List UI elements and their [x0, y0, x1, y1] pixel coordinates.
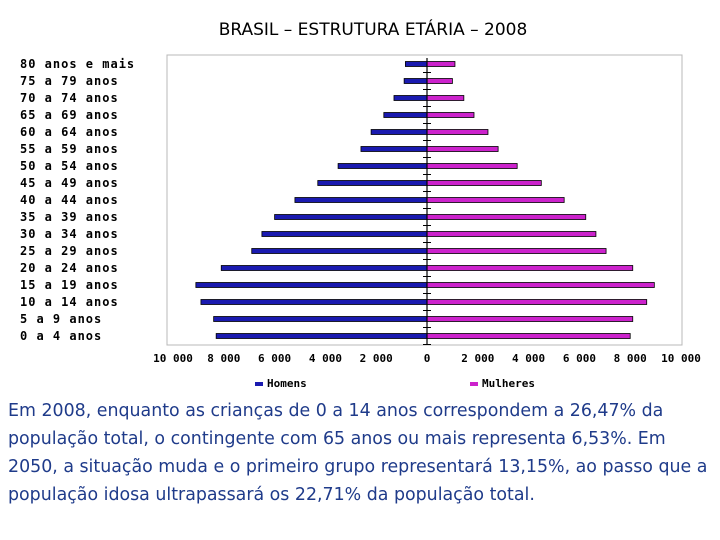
- bar-mulheres: [426, 265, 634, 271]
- y-tick-label: 25 a 29 anos: [20, 244, 119, 258]
- y-tick-label: 5 a 9 anos: [20, 312, 102, 326]
- bar-mulheres: [426, 333, 631, 339]
- x-tick-label: 2 000: [461, 352, 494, 365]
- bar-mulheres: [426, 112, 475, 118]
- bar-homens: [251, 248, 428, 254]
- y-tick-label: 35 a 39 anos: [20, 210, 119, 224]
- bar-mulheres: [426, 282, 655, 288]
- bar-homens: [403, 78, 428, 84]
- y-tick-label: 65 a 69 anos: [20, 108, 119, 122]
- x-tick-label: 6 000: [258, 352, 291, 365]
- bar-mulheres: [426, 214, 587, 220]
- y-tick-label: 75 a 79 anos: [20, 74, 119, 88]
- legend-label-homens: Homens: [267, 377, 307, 390]
- y-tick-label: 15 a 19 anos: [20, 278, 119, 292]
- y-tick-label: 55 a 59 anos: [20, 142, 119, 156]
- bar-homens: [360, 146, 428, 152]
- bar-homens: [195, 282, 428, 288]
- bar-homens: [220, 265, 428, 271]
- bar-homens: [393, 95, 428, 101]
- bar-homens: [261, 231, 428, 237]
- bar-mulheres: [426, 231, 597, 237]
- x-tick-label: 8 000: [207, 352, 240, 365]
- bar-homens: [215, 333, 428, 339]
- x-tick-label: 6 000: [563, 352, 596, 365]
- y-tick-label: 80 anos e mais: [20, 57, 135, 71]
- bar-homens: [405, 61, 428, 67]
- bar-homens: [213, 316, 428, 322]
- y-tick-label: 30 a 34 anos: [20, 227, 119, 241]
- y-tick-label: 45 a 49 anos: [20, 176, 119, 190]
- slide-title: BRASIL – ESTRUTURA ETÁRIA – 2008: [218, 20, 528, 40]
- bar-homens: [317, 180, 428, 186]
- bar-mulheres: [426, 197, 565, 203]
- bar-mulheres: [426, 180, 542, 186]
- legend-swatch-mulheres: [470, 382, 478, 386]
- bar-homens: [200, 299, 428, 305]
- population-pyramid-chart: 80 anos e mais 75 a 79 anos 70 a 74 anos 65…: [20, 54, 701, 390]
- bar-homens: [294, 197, 428, 203]
- y-tick-label: 70 a 74 anos: [20, 91, 119, 105]
- bar-mulheres: [426, 61, 456, 67]
- y-tick-label: 0 a 4 anos: [20, 329, 102, 343]
- y-tick-label: 10 a 14 anos: [20, 295, 119, 309]
- x-tick-label: 4 000: [309, 352, 342, 365]
- bar-mulheres: [426, 95, 465, 101]
- bar-mulheres: [426, 299, 648, 305]
- bar-mulheres: [426, 163, 518, 169]
- bar-homens: [370, 129, 428, 135]
- x-tick-label: 0: [424, 352, 431, 365]
- legend-swatch-homens: [255, 382, 263, 386]
- bar-mulheres: [426, 129, 489, 135]
- y-tick-label: 50 a 54 anos: [20, 159, 119, 173]
- y-tick-label: 20 a 24 anos: [20, 261, 119, 275]
- x-tick-label: 10 000: [153, 352, 193, 365]
- x-tick-label: 10 000: [661, 352, 701, 365]
- bar-mulheres: [426, 316, 634, 322]
- bar-mulheres: [426, 78, 453, 84]
- bar-mulheres: [426, 146, 499, 152]
- x-tick-label: 4 000: [512, 352, 545, 365]
- bar-homens: [274, 214, 428, 220]
- x-tick-label: 2 000: [360, 352, 393, 365]
- bar-homens: [337, 163, 428, 169]
- caption-text: Em 2008, enquanto as crianças de 0 a 14 …: [8, 401, 708, 505]
- bar-mulheres: [426, 248, 607, 254]
- bar-homens: [383, 112, 428, 118]
- legend-label-mulheres: Mulheres: [482, 377, 535, 390]
- y-tick-label: 40 a 44 anos: [20, 193, 119, 207]
- x-tick-label: 8 000: [614, 352, 647, 365]
- y-tick-label: 60 a 64 anos: [20, 125, 119, 139]
